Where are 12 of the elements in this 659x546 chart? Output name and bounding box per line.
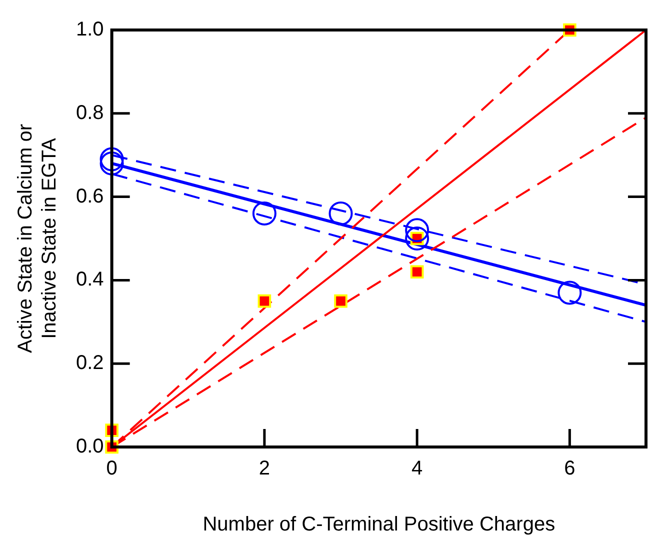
x-tick-label: 2: [258, 458, 270, 480]
x-axis-title: Number of C-Terminal Positive Charges: [202, 514, 556, 536]
x-tick-label: 0: [106, 458, 118, 480]
y-axis-title: Active State in Calcium or Inactive State in EGTA: [14, 124, 61, 353]
x-tick-label: 6: [564, 458, 576, 480]
y-tick-label: 0.8: [76, 102, 104, 124]
y-tick-label: 0.0: [76, 436, 104, 458]
y-tick-label: 1.0: [76, 18, 104, 41]
y-tick-label: 0.4: [76, 268, 104, 291]
y-tick-label: 0.2: [76, 352, 104, 374]
x-tick-label: 4: [411, 458, 423, 480]
y-tick-label: 0.6: [76, 185, 104, 208]
